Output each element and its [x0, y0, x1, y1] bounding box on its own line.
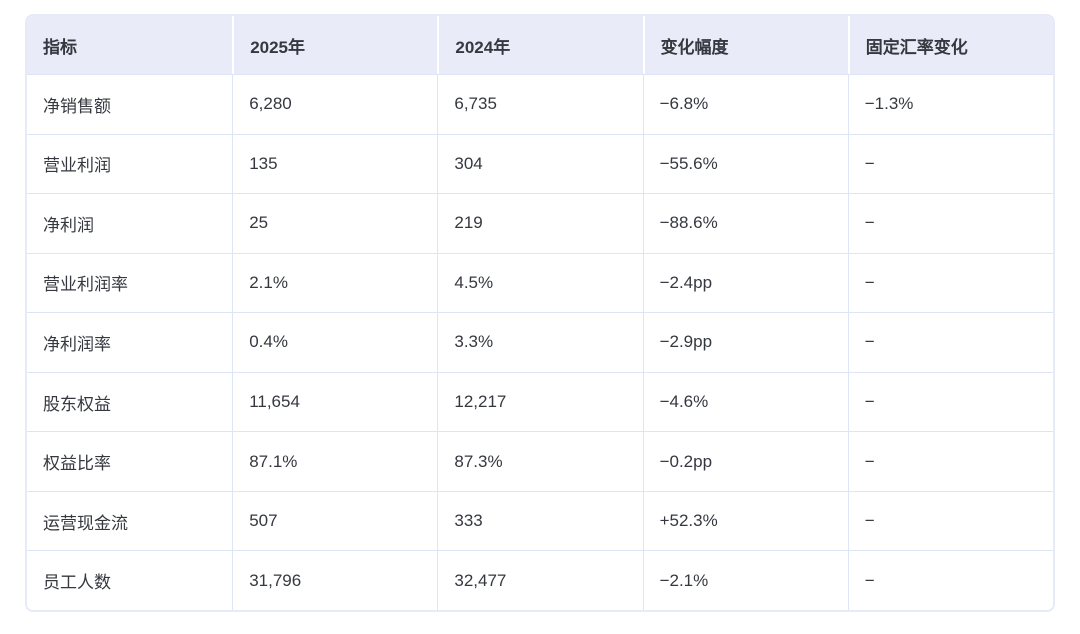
value-cell: 333 — [437, 490, 643, 551]
value-cell: 31,796 — [232, 550, 438, 610]
row-label-cell: 营业利润率 — [27, 252, 233, 313]
value-cell: −1.3% — [847, 74, 1053, 134]
table-row: 运营现金流 507 333 +52.3% − — [27, 490, 1053, 551]
financial-metrics-table: 指标 2025年 2024年 变化幅度 固定汇率变化 净销售额 6,280 6,73… — [27, 16, 1053, 610]
value-cell: 0.4% — [232, 312, 438, 372]
value-cell: 87.3% — [437, 431, 643, 491]
table-header: 指标 2025年 2024年 变化幅度 固定汇率变化 — [27, 16, 1053, 74]
value-cell: −2.4pp — [642, 252, 848, 313]
table-row: 净利润 25 219 −88.6% − — [27, 193, 1053, 253]
row-label-cell: 权益比率 — [27, 431, 233, 491]
value-cell: −2.9pp — [642, 312, 848, 372]
value-cell: −88.6% — [642, 193, 848, 253]
table-card: 指标 2025年 2024年 变化幅度 固定汇率变化 净销售额 6,280 6,73… — [25, 14, 1055, 612]
table-row: 营业利润 135 304 −55.6% − — [27, 133, 1053, 194]
row-label-cell: 净利润 — [27, 193, 233, 253]
column-header-indicator: 指标 — [27, 16, 233, 74]
row-label-cell: 营业利润 — [27, 133, 233, 194]
value-cell: 4.5% — [437, 252, 643, 313]
value-cell: 87.1% — [232, 431, 438, 491]
value-cell: −0.2pp — [642, 431, 848, 491]
table-row: 营业利润率 2.1% 4.5% −2.4pp − — [27, 252, 1053, 313]
value-cell: − — [847, 193, 1053, 253]
value-cell: −55.6% — [642, 133, 848, 194]
row-label-cell: 净利润率 — [27, 312, 233, 372]
column-header-2024: 2024年 — [437, 16, 643, 74]
value-cell: 2.1% — [232, 252, 438, 313]
value-cell: 12,217 — [437, 371, 643, 432]
value-cell: 304 — [437, 133, 643, 194]
value-cell: 507 — [232, 490, 438, 551]
row-label-cell: 运营现金流 — [27, 490, 233, 551]
table-body: 净销售额 6,280 6,735 −6.8% −1.3% 营业利润 135 304 −55.6%… — [27, 74, 1053, 610]
value-cell: 219 — [437, 193, 643, 253]
value-cell: − — [847, 550, 1053, 610]
value-cell: − — [847, 431, 1053, 491]
column-header-change: 变化幅度 — [642, 16, 848, 74]
value-cell: −6.8% — [642, 74, 848, 134]
column-header-2025: 2025年 — [232, 16, 438, 74]
table-row: 净利润率 0.4% 3.3% −2.9pp − — [27, 312, 1053, 372]
row-label-cell: 员工人数 — [27, 550, 233, 610]
table-row: 股东权益 11,654 12,217 −4.6% − — [27, 371, 1053, 432]
value-cell: − — [847, 312, 1053, 372]
value-cell: 6,735 — [437, 74, 643, 134]
value-cell: 3.3% — [437, 312, 643, 372]
value-cell: 11,654 — [232, 371, 438, 432]
table-row: 净销售额 6,280 6,735 −6.8% −1.3% — [27, 74, 1053, 134]
value-cell: − — [847, 371, 1053, 432]
value-cell: −4.6% — [642, 371, 848, 432]
value-cell: 25 — [232, 193, 438, 253]
table-row: 员工人数 31,796 32,477 −2.1% − — [27, 550, 1053, 610]
value-cell: − — [847, 252, 1053, 313]
value-cell: − — [847, 133, 1053, 194]
row-label-cell: 净销售额 — [27, 74, 233, 134]
value-cell: −2.1% — [642, 550, 848, 610]
table-row: 权益比率 87.1% 87.3% −0.2pp − — [27, 431, 1053, 491]
value-cell: 6,280 — [232, 74, 438, 134]
column-header-fixed-fx-change: 固定汇率变化 — [847, 16, 1053, 74]
value-cell: − — [847, 490, 1053, 551]
header-row: 指标 2025年 2024年 变化幅度 固定汇率变化 — [27, 16, 1053, 74]
value-cell: 135 — [232, 133, 438, 194]
value-cell: +52.3% — [642, 490, 848, 551]
row-label-cell: 股东权益 — [27, 371, 233, 432]
value-cell: 32,477 — [437, 550, 643, 610]
